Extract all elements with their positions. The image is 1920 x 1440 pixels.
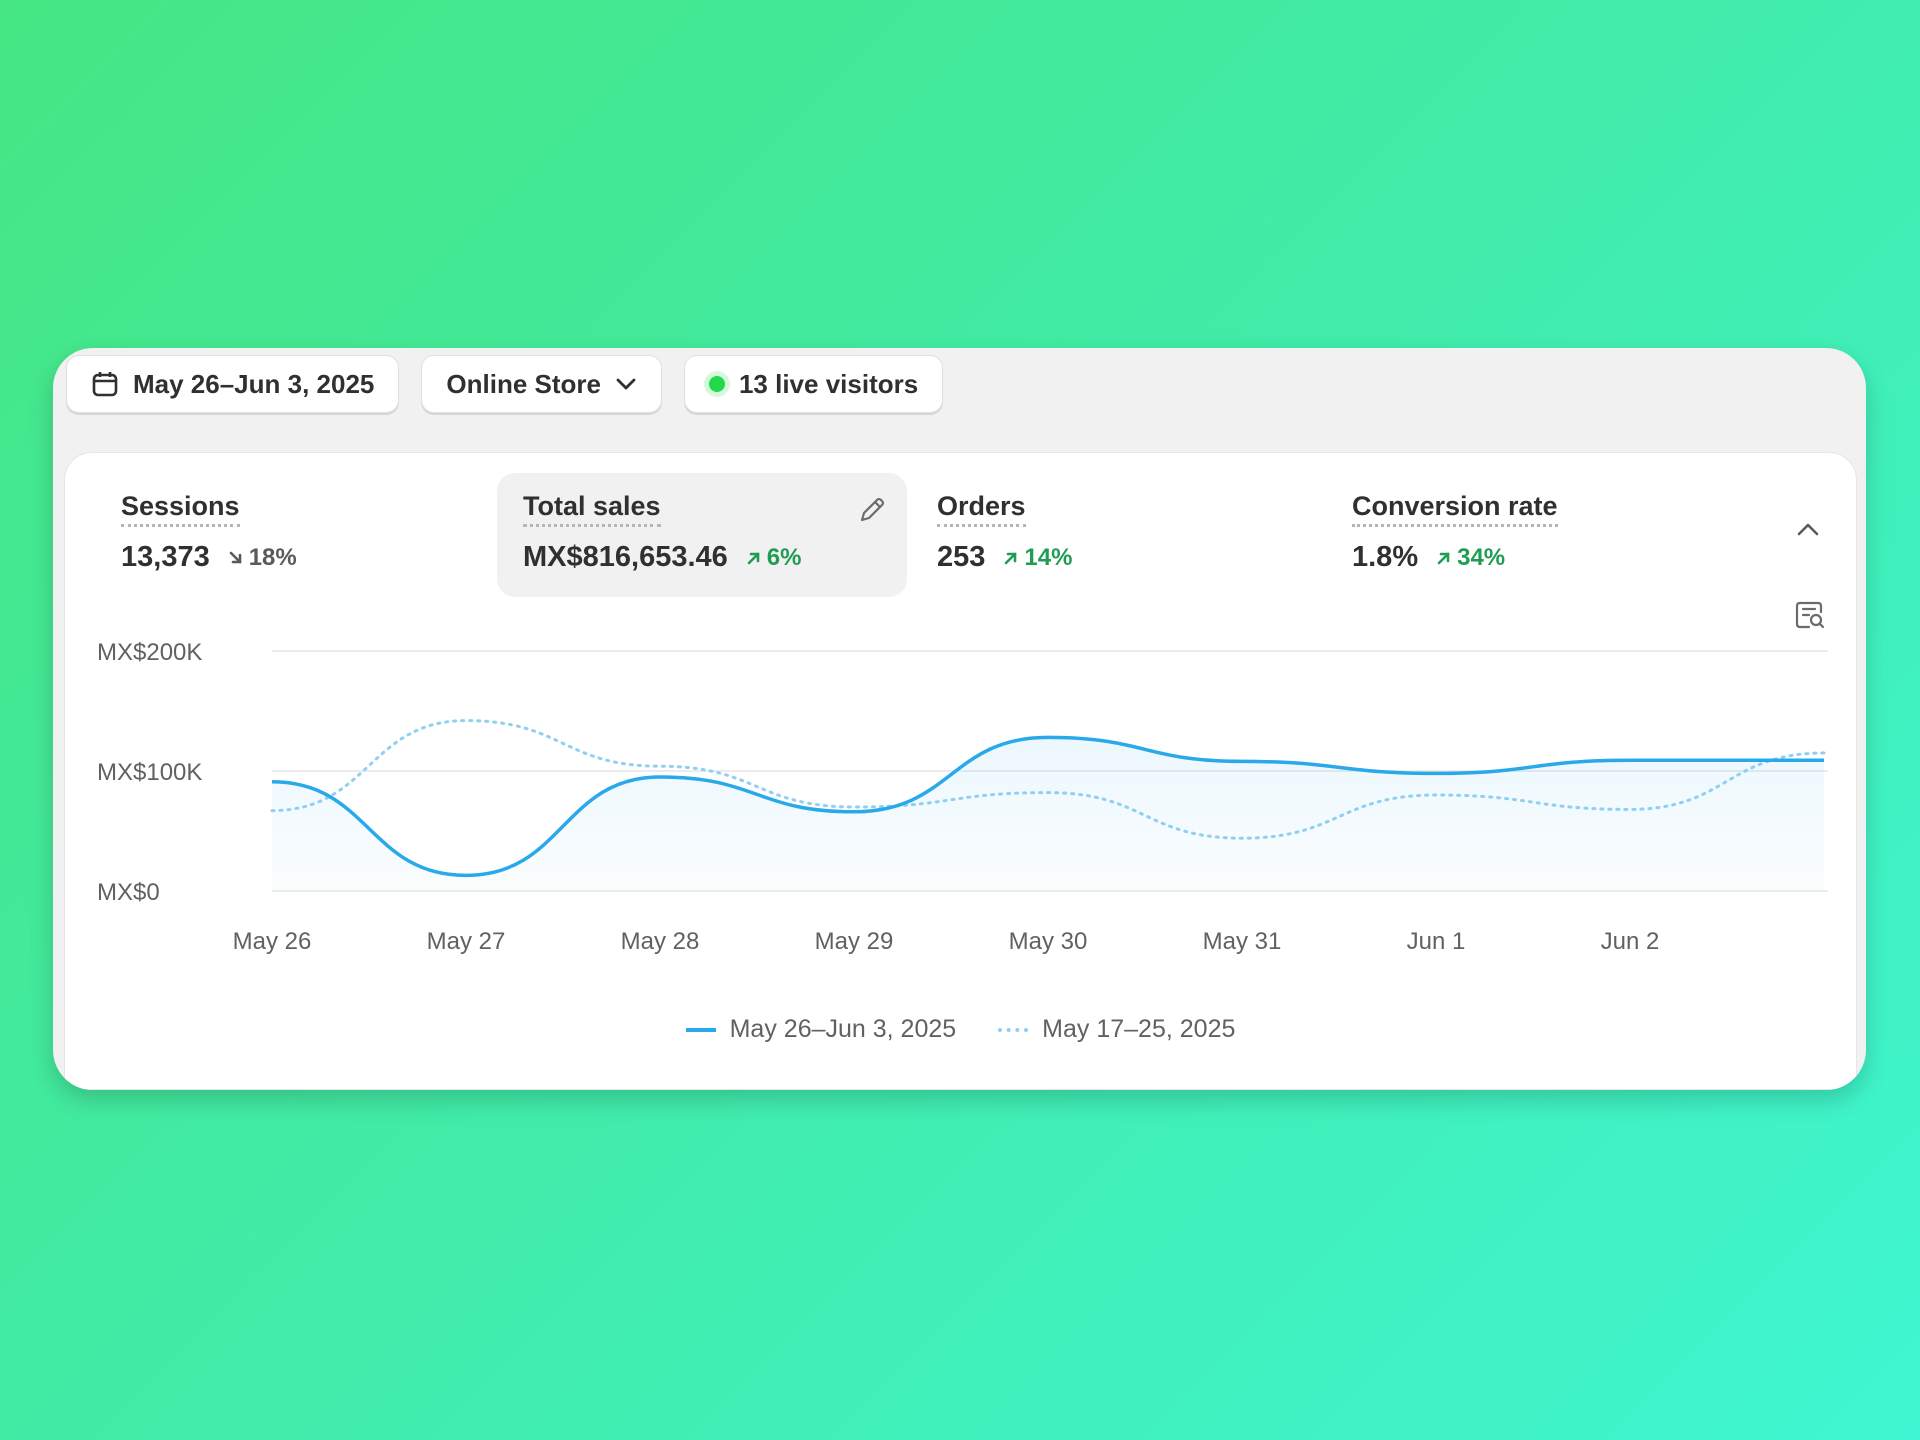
x-tick-label: May 26 (233, 928, 312, 955)
toolbar: May 26–Jun 3, 2025 Online Store 13 live … (66, 355, 944, 413)
channel-select[interactable]: Online Store (421, 355, 662, 413)
metric-delta-value: 34% (1457, 544, 1506, 571)
live-visitors-label: 13 live visitors (738, 368, 919, 399)
metric-delta-value: 14% (1024, 544, 1073, 571)
series-area-current (272, 737, 1824, 891)
legend-item-previous[interactable]: May 17–25, 2025 (998, 1015, 1235, 1044)
y-tick-label: MX$0 (97, 879, 160, 906)
pencil-icon[interactable] (857, 495, 887, 530)
x-tick-label: May 28 (621, 928, 700, 955)
x-tick-label: Jun 1 (1407, 928, 1466, 955)
metric-total-sales[interactable]: Total sales MX$816,653.46 6% (497, 473, 907, 597)
metric-delta-value: 6% (766, 544, 802, 571)
metric-value: MX$816,653.46 (523, 541, 728, 573)
legend-swatch-dotted (998, 1027, 1029, 1032)
metric-value: 1.8% (1352, 541, 1419, 573)
date-range-button[interactable]: May 26–Jun 3, 2025 (66, 355, 400, 413)
legend-label: May 17–25, 2025 (1042, 1015, 1236, 1043)
metric-conversion-rate[interactable]: Conversion rate 1.8% 34% (1326, 473, 1726, 597)
x-tick-label: May 31 (1203, 928, 1282, 955)
arrow-up-right-icon (747, 552, 760, 565)
metric-delta: 14% (1003, 544, 1072, 572)
metric-label: Total sales (523, 491, 661, 527)
calendar-icon (91, 370, 119, 398)
chart-legend: May 26–Jun 3, 2025 May 17–25, 2025 (65, 1015, 1856, 1044)
arrow-down-right-icon (229, 551, 242, 564)
legend-swatch-solid (685, 1027, 716, 1032)
arrow-up-right-icon (1005, 552, 1017, 565)
metric-value: 253 (937, 541, 986, 573)
x-tick-label: May 27 (427, 928, 506, 955)
live-visitors-button[interactable]: 13 live visitors (683, 355, 944, 413)
x-tick-label: May 29 (815, 928, 894, 955)
chevron-up-icon[interactable] (1796, 521, 1820, 542)
metric-delta: 6% (746, 544, 802, 572)
chart-annotation-icon[interactable] (1794, 599, 1826, 636)
metric-label: Sessions (121, 491, 240, 527)
series-line-previous (270, 719, 1826, 840)
metric-orders[interactable]: Orders 253 14% (911, 473, 1291, 597)
metric-delta: 18% (228, 544, 297, 572)
metric-delta: 34% (1436, 544, 1505, 572)
chevron-down-icon (615, 377, 637, 391)
metrics-card: Sessions 13,373 18% Total sales MX$816,6… (64, 452, 1857, 1090)
x-tick-label: May 30 (1009, 928, 1088, 955)
metric-delta-value: 18% (248, 544, 297, 571)
metric-value: 13,373 (121, 541, 210, 573)
y-tick-label: MX$100K (97, 759, 202, 786)
sales-line-chart: MX$0 MX$100K MX$200K May 26 May 27 May 28 May … (97, 639, 1828, 955)
metric-label: Conversion rate (1352, 491, 1558, 527)
metric-label: Orders (937, 491, 1026, 527)
channel-label: Online Store (446, 368, 601, 399)
metric-sessions[interactable]: Sessions 13,373 18% (95, 473, 475, 597)
arrow-up-right-icon (1437, 552, 1450, 565)
analytics-window: May 26–Jun 3, 2025 Online Store 13 live … (53, 348, 1866, 1090)
series-line-current (271, 735, 1824, 878)
date-range-label: May 26–Jun 3, 2025 (133, 368, 375, 399)
legend-label: May 26–Jun 3, 2025 (729, 1015, 957, 1043)
y-tick-label: MX$200K (97, 639, 202, 666)
legend-item-current[interactable]: May 26–Jun 3, 2025 (685, 1015, 957, 1044)
live-dot-icon (708, 376, 725, 392)
x-tick-label: Jun 2 (1601, 928, 1660, 955)
